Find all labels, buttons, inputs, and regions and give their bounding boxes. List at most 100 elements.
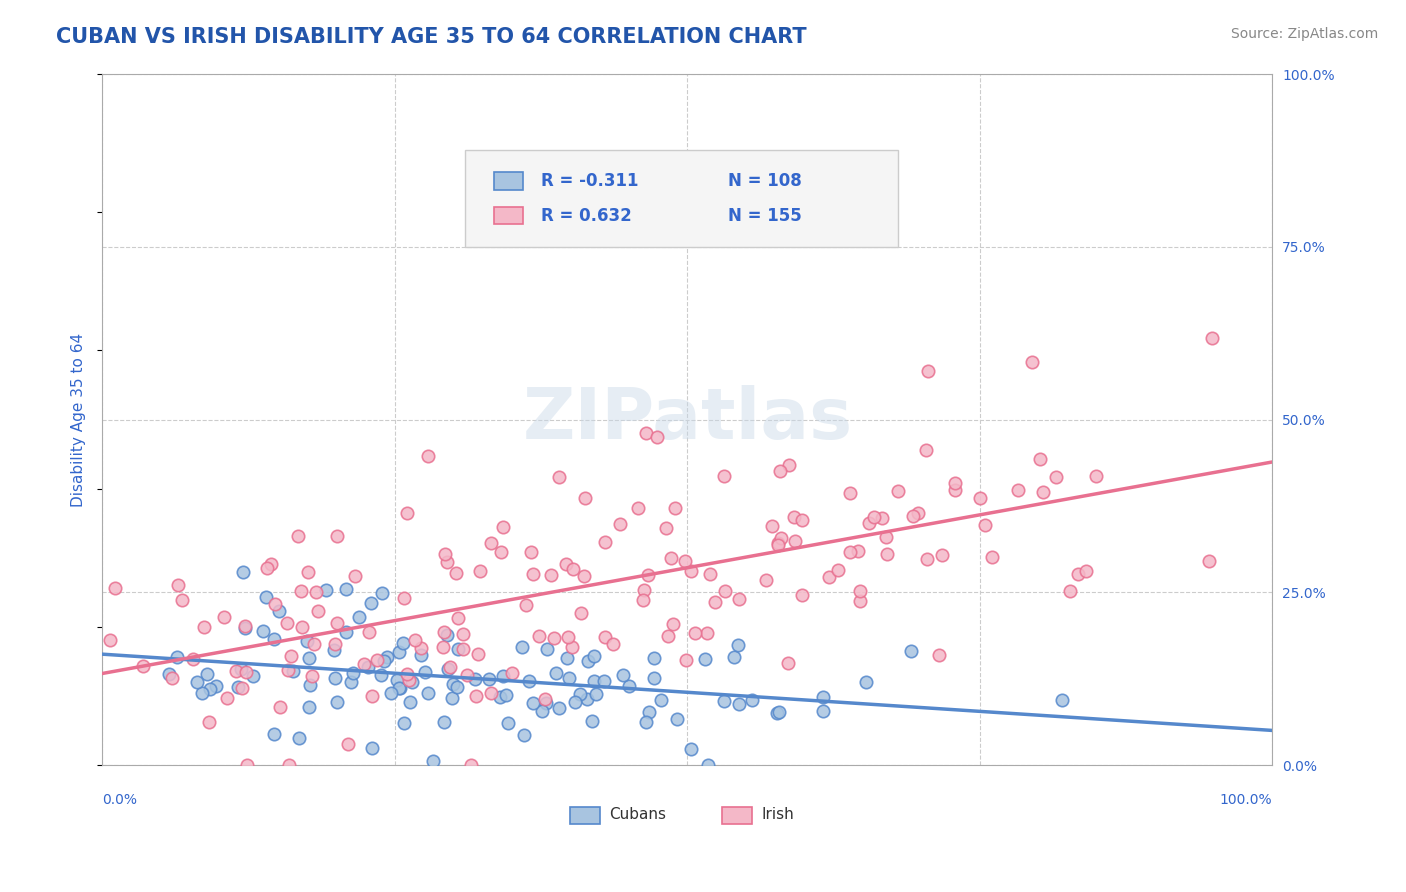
Point (395, 666, 418, 681)
Point (398, 673, 420, 687)
Point (536, 696, 558, 710)
Point (785, 533, 807, 548)
Point (520, 545, 543, 559)
Point (915, 442, 938, 457)
Point (301, 668, 323, 682)
Text: R = 0.632: R = 0.632 (541, 207, 631, 225)
Point (547, 470, 569, 484)
Point (323, 642, 346, 657)
Point (276, 615, 298, 630)
Point (696, 626, 718, 640)
Point (373, 654, 395, 668)
Point (434, 547, 457, 561)
Point (659, 551, 682, 566)
Point (360, 596, 382, 610)
Point (576, 692, 599, 706)
Point (645, 430, 668, 444)
Point (453, 627, 475, 641)
Point (404, 632, 426, 647)
Point (433, 715, 456, 730)
Point (512, 728, 534, 742)
Point (1007, 483, 1029, 498)
Point (576, 653, 599, 667)
Point (555, 651, 578, 665)
Point (515, 599, 537, 613)
Point (558, 671, 581, 685)
Text: 100.0%: 100.0% (1220, 793, 1272, 806)
Point (901, 508, 924, 523)
Point (876, 547, 898, 561)
Point (813, 690, 835, 704)
Point (233, 621, 256, 635)
Point (917, 552, 939, 566)
Point (945, 483, 967, 497)
Point (728, 592, 751, 607)
Point (602, 637, 624, 651)
Point (643, 651, 665, 665)
Point (198, 681, 221, 696)
FancyBboxPatch shape (495, 172, 523, 190)
Point (357, 624, 380, 639)
Point (269, 605, 291, 619)
Point (232, 565, 254, 579)
Text: ZIPatlas: ZIPatlas (522, 385, 852, 454)
Point (287, 529, 309, 543)
Point (1045, 469, 1067, 483)
Point (160, 671, 183, 685)
Point (633, 592, 655, 607)
Point (543, 631, 565, 645)
Point (315, 582, 337, 597)
Point (498, 716, 520, 731)
Point (491, 545, 513, 559)
Point (1074, 564, 1097, 578)
Point (233, 619, 256, 633)
Text: Irish: Irish (761, 807, 794, 822)
Text: CUBAN VS IRISH DISABILITY AGE 35 TO 64 CORRELATION CHART: CUBAN VS IRISH DISABILITY AGE 35 TO 64 C… (56, 27, 807, 46)
Point (226, 681, 249, 695)
Point (564, 695, 586, 709)
Point (392, 636, 415, 650)
Point (446, 611, 468, 625)
Point (464, 672, 486, 686)
Point (790, 513, 813, 527)
Point (554, 558, 576, 572)
Point (453, 642, 475, 657)
Point (683, 625, 706, 640)
Point (568, 686, 591, 700)
Point (766, 706, 789, 720)
Point (252, 624, 274, 639)
Point (409, 640, 432, 655)
Text: Cubans: Cubans (609, 807, 666, 822)
Point (389, 681, 412, 696)
Point (366, 653, 388, 667)
Point (900, 644, 922, 658)
Point (283, 664, 305, 678)
Point (783, 509, 806, 524)
Point (664, 501, 686, 516)
Point (235, 665, 257, 680)
Point (357, 660, 380, 674)
Point (818, 569, 841, 583)
Point (193, 620, 215, 634)
Point (337, 737, 360, 751)
Point (855, 675, 877, 690)
Point (413, 665, 436, 680)
Point (394, 591, 416, 605)
Point (470, 564, 492, 578)
Point (593, 535, 616, 549)
Point (768, 464, 790, 478)
Point (191, 686, 214, 700)
Point (1201, 331, 1223, 345)
Point (838, 545, 860, 559)
Point (766, 535, 789, 549)
Point (704, 595, 727, 609)
Point (291, 620, 314, 634)
Point (260, 557, 283, 571)
Point (323, 671, 346, 685)
Point (231, 681, 253, 696)
Point (679, 742, 702, 756)
Point (361, 740, 384, 755)
Point (104, 581, 127, 595)
Point (456, 668, 478, 682)
Point (569, 607, 592, 621)
